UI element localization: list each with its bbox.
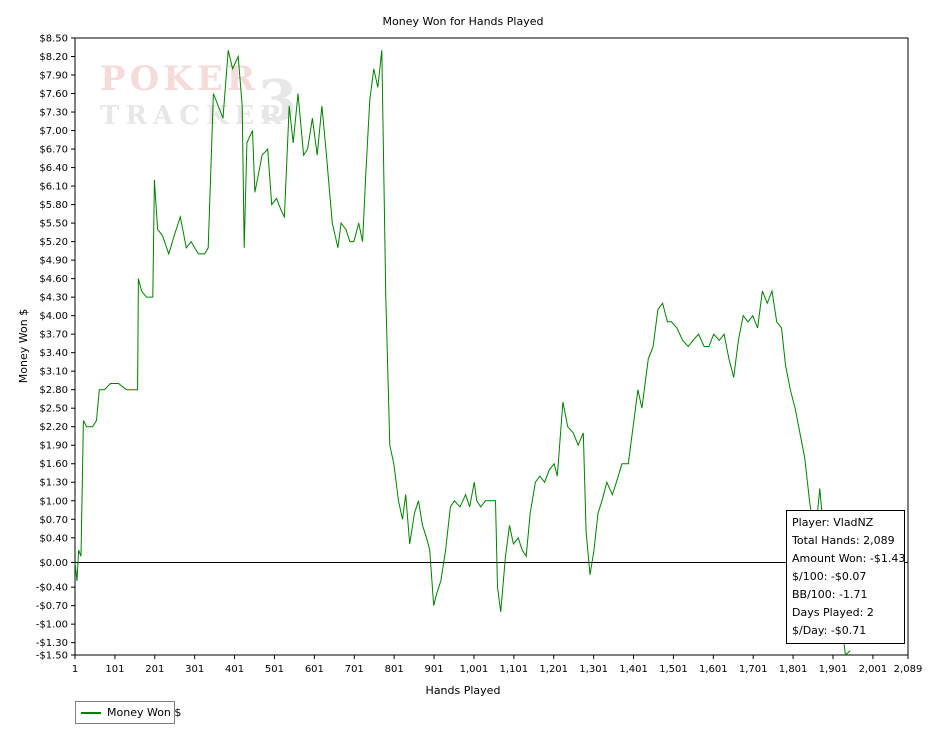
y-tick-label: $5.20 — [39, 237, 68, 248]
y-tick-label: $2.20 — [39, 422, 68, 433]
y-tick-label: $7.30 — [39, 108, 68, 119]
x-tick-label: 901 — [425, 664, 444, 675]
y-tick-label: $1.90 — [39, 441, 68, 452]
stat-player: Player: VladNZ — [792, 516, 874, 529]
stat-amount-won: Amount Won: -$1.43 — [792, 552, 906, 565]
x-tick-label: 1,601 — [699, 664, 728, 675]
x-tick-label: 1 — [72, 664, 78, 675]
y-tick-label: $5.80 — [39, 200, 68, 211]
y-tick-label: -$0.40 — [36, 583, 68, 594]
y-tick-label: $5.50 — [39, 219, 68, 230]
x-tick-label: 2,089 — [894, 664, 923, 675]
y-tick-label: $8.50 — [39, 34, 68, 45]
chart-title: Money Won for Hands Played — [383, 15, 544, 28]
stats-box: Player: VladNZ Total Hands: 2,089 Amount… — [786, 510, 905, 644]
series-line-money-won — [74, 50, 851, 657]
y-tick-label: $3.70 — [39, 330, 68, 341]
x-axis-title: Hands Played — [426, 684, 501, 697]
y-tick-label: -$1.50 — [36, 651, 68, 662]
x-tick-label: 1,401 — [619, 664, 648, 675]
x-tick-label: 1,301 — [579, 664, 608, 675]
x-tick-label: 1,101 — [500, 664, 529, 675]
x-tick-label: 1,801 — [779, 664, 808, 675]
x-tick-label: 401 — [225, 664, 244, 675]
x-tick-label: 601 — [305, 664, 324, 675]
x-tick-label: 1,201 — [539, 664, 568, 675]
y-tick-label: $7.60 — [39, 89, 68, 100]
x-axis: 1 101 201 301 401 501 601 701 801 901 1,001 1,101 1,… — [72, 655, 923, 675]
y-tick-label: $4.60 — [39, 274, 68, 285]
y-axis: $8.50 $8.20 $7.90 $7.60 $7.30 $7.00 $6.70 $6.40… — [36, 34, 75, 662]
y-tick-label: $1.60 — [39, 459, 68, 470]
x-tick-label: 501 — [265, 664, 284, 675]
x-tick-label: 301 — [185, 664, 204, 675]
plot-area — [74, 37, 909, 656]
watermark: POKER 3 TRACKER — [100, 59, 297, 134]
y-tick-label: -$1.30 — [36, 638, 68, 649]
legend-label: Money Won $ — [107, 706, 182, 719]
y-tick-label: $6.10 — [39, 182, 68, 193]
y-tick-label: $2.50 — [39, 404, 68, 415]
x-tick-label: 1,001 — [460, 664, 489, 675]
y-tick-label: $6.40 — [39, 163, 68, 174]
stat-days-played: Days Played: 2 — [792, 606, 874, 619]
x-tick-label: 1,901 — [819, 664, 848, 675]
x-tick-label: 2,001 — [859, 664, 888, 675]
y-tick-label: -$0.70 — [36, 601, 68, 612]
x-tick-label: 701 — [345, 664, 364, 675]
stat-per-day: $/Day: -$0.71 — [792, 624, 867, 637]
y-tick-label: $6.70 — [39, 145, 68, 156]
legend-swatch — [81, 712, 101, 714]
stat-bb-per-100: BB/100: -1.71 — [792, 588, 868, 601]
y-tick-label: $4.30 — [39, 293, 68, 304]
y-tick-label: -$1.00 — [36, 620, 68, 631]
y-tick-label: $4.00 — [39, 311, 68, 322]
y-tick-label: $2.80 — [39, 385, 68, 396]
x-tick-label: 101 — [105, 664, 124, 675]
y-tick-label: $0.40 — [39, 533, 68, 544]
y-tick-label: $0.00 — [39, 558, 68, 569]
stat-total-hands: Total Hands: 2,089 — [792, 534, 895, 547]
x-tick-label: 1,501 — [659, 664, 688, 675]
watermark-line2: TRACKER — [100, 101, 288, 131]
x-tick-label: 1,701 — [739, 664, 768, 675]
y-tick-label: $1.30 — [39, 478, 68, 489]
y-tick-label: $0.70 — [39, 515, 68, 526]
x-tick-label: 201 — [145, 664, 164, 675]
y-tick-label: $3.40 — [39, 348, 68, 359]
y-axis-title: Money Won $ — [17, 309, 30, 383]
y-tick-label: $7.00 — [39, 126, 68, 137]
y-tick-label: $1.00 — [39, 496, 68, 507]
y-tick-label: $4.90 — [39, 256, 68, 267]
watermark-numeral: 3 — [258, 68, 297, 134]
watermark-line1: POKER — [100, 59, 259, 99]
y-tick-label: $8.20 — [39, 52, 68, 63]
y-tick-label: $3.10 — [39, 367, 68, 378]
y-tick-label: $7.90 — [39, 71, 68, 82]
stat-per-100: $/100: -$0.07 — [792, 570, 867, 583]
x-tick-label: 801 — [385, 664, 404, 675]
legend: Money Won $ — [75, 701, 181, 724]
